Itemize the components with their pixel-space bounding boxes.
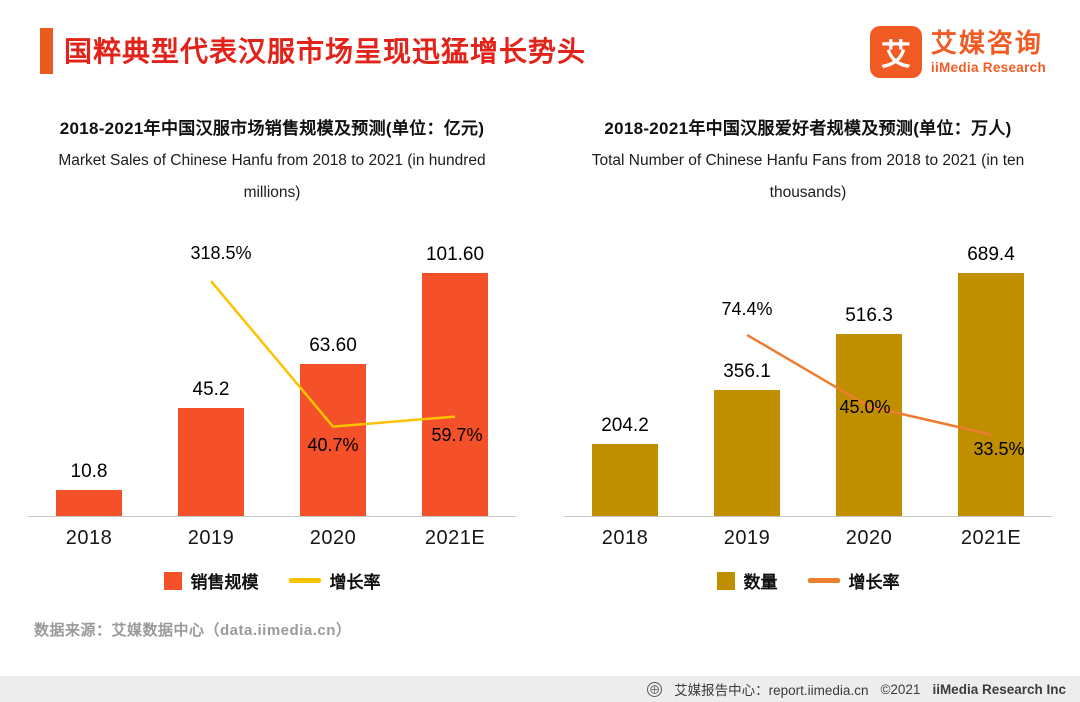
bar-2020 [836, 334, 902, 516]
iimedia-mark-icon: ⨁ [647, 681, 663, 697]
legend-label: 销售规模 [190, 573, 259, 592]
bar-value-label: 45.2 [192, 379, 230, 400]
bar-2019 [714, 390, 780, 516]
report-center-link: 艾媒报告中心：report.iimedia.cn [674, 683, 869, 698]
logo-name-en: iiMedia Research [930, 60, 1046, 76]
legend-line-swatch [288, 578, 321, 583]
hanfu-market-sales-chart: 2018-2021年中国汉服市场销售规模及预测(单位：亿元) Market Sa… [22, 114, 522, 593]
iimedia-logo-icon: 艾 [869, 26, 922, 78]
bar-2018 [592, 444, 658, 516]
bar-value-label: 204.2 [601, 415, 649, 436]
company-name: iiMedia Research Inc [932, 681, 1066, 697]
legend-line-swatch [807, 578, 840, 583]
growth-rate-label: 40.7% [307, 434, 359, 455]
chart-title: 2018-2021年中国汉服爱好者规模及预测(单位：万人) [604, 119, 1012, 138]
category-label: 2019 [723, 527, 771, 549]
bar-value-label: 101.60 [425, 244, 485, 265]
category-axis: 2018 2019 2020 2021E [28, 527, 516, 550]
chart-subtitle-en: Total Number of Chinese Hanfu Fans from … [591, 152, 1025, 201]
growth-rate-label: 59.7% [431, 424, 483, 445]
iimedia-logo: 艾 艾媒咨询 iiMedia Research [869, 26, 1046, 78]
legend-item: 数量 [716, 568, 778, 593]
legend-bar-swatch [163, 571, 182, 590]
category-label: 2019 [187, 527, 235, 549]
plot-area: 10.8 45.2 63.60 101.60 318.5% 40.7% 59.7% [28, 241, 516, 517]
hanfu-fans-chart: 2018-2021年中国汉服爱好者规模及预测(单位：万人) Total Numb… [558, 114, 1058, 593]
legend: 数量 增长率 [558, 568, 1058, 593]
growth-rate-label: 318.5% [190, 243, 252, 264]
growth-rate-line [210, 280, 456, 428]
bar-value-label: 689.4 [967, 244, 1015, 265]
legend-item: 增长率 [807, 568, 900, 593]
category-axis: 2018 2019 2020 2021E [564, 527, 1052, 550]
growth-rate-label: 33.5% [973, 439, 1025, 460]
category-label: 2020 [845, 527, 893, 549]
legend-label: 增长率 [848, 573, 900, 592]
data-source-note: 数据来源：艾媒数据中心（data.iimedia.cn） [34, 622, 352, 639]
legend-item: 增长率 [288, 568, 381, 593]
charts-row: 2018-2021年中国汉服市场销售规模及预测(单位：亿元) Market Sa… [0, 114, 1080, 593]
bar-2021E [422, 273, 488, 516]
bar-2018 [56, 490, 122, 516]
bar-value-label: 356.1 [723, 361, 771, 382]
bar-value-label: 63.60 [309, 335, 357, 356]
chart-subtitle-en: Market Sales of Chinese Hanfu from 2018 … [58, 152, 486, 201]
category-label: 2018 [65, 527, 113, 549]
title-accent-bar [40, 28, 53, 74]
logo-name-cn: 艾媒咨询 [930, 27, 1043, 58]
bar-2020 [300, 364, 366, 516]
page-footer: ⨁ 艾媒报告中心：report.iimedia.cn ©2021 iiMedia… [0, 676, 1080, 702]
page-title: 国粹典型代表汉服市场呈现迅猛增长势头 [64, 36, 587, 67]
legend-bar-swatch [716, 571, 735, 590]
category-label: 2020 [309, 527, 357, 549]
legend: 销售规模 增长率 [22, 568, 522, 593]
category-label: 2018 [601, 527, 649, 549]
growth-rate-line [746, 333, 992, 436]
bar-2019 [178, 408, 244, 516]
legend-label: 数量 [743, 573, 778, 592]
legend-item: 销售规模 [163, 568, 259, 593]
chart-title: 2018-2021年中国汉服市场销售规模及预测(单位：亿元) [59, 119, 485, 138]
growth-rate-label: 45.0% [839, 397, 891, 418]
category-label: 2021E [960, 527, 1022, 549]
bar-value-label: 10.8 [70, 461, 108, 482]
growth-rate-label: 74.4% [721, 298, 773, 319]
category-label: 2021E [424, 527, 486, 549]
iimedia-logo-text: 艾媒咨询 iiMedia Research [931, 29, 1046, 76]
copyright: ©2021 [880, 681, 921, 697]
bar-2021E [958, 273, 1024, 516]
page-header: 国粹典型代表汉服市场呈现迅猛增长势头 艾 艾媒咨询 iiMedia Resear… [0, 0, 1080, 78]
bar-value-label: 516.3 [845, 305, 893, 326]
legend-label: 增长率 [329, 573, 381, 592]
plot-area: 204.2 356.1 516.3 689.4 74.4% 45.0% 33.5% [564, 241, 1052, 517]
